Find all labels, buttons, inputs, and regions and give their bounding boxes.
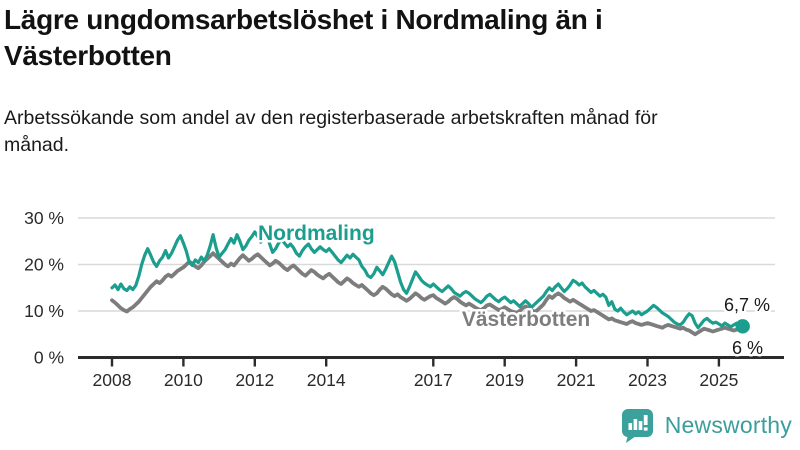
y-axis-tick-label: 10 % — [24, 301, 64, 321]
series-line-nordmaling — [110, 230, 745, 330]
series-end-dot-nordmaling — [735, 319, 750, 334]
series-label-nordmaling: Nordmaling — [258, 222, 375, 245]
chart-header: Lägre ungdomsarbetslöshet i Nordmaling ä… — [4, 2, 724, 159]
x-axis-tick-label: 2021 — [557, 370, 596, 390]
x-axis-tick-label: 2014 — [307, 370, 346, 390]
x-axis-tick-label: 2025 — [699, 370, 738, 390]
end-value-label: 6 % — [732, 338, 763, 358]
x-axis-tick-label: 2012 — [235, 370, 274, 390]
end-value-label: 6,7 % — [724, 295, 770, 315]
series-line-vasterbotten — [110, 251, 745, 337]
x-axis-tick-label: 2023 — [628, 370, 667, 390]
x-axis-tick-label: 2008 — [93, 370, 132, 390]
brand-name: Newsworthy — [664, 411, 792, 438]
x-axis-tick-label: 2019 — [485, 370, 524, 390]
line-chart: 0 % 10 % 20 % 30 % 2008 2010 2012 2014 2017 2019 2… — [24, 208, 784, 390]
y-axis-tick-label: 30 % — [24, 208, 64, 228]
brand-footer: Newsworthy — [617, 406, 792, 444]
y-axis-tick-label: 0 % — [34, 348, 64, 368]
chart-title: Lägre ungdomsarbetslöshet i Nordmaling ä… — [4, 4, 603, 72]
newsworthy-logo-icon — [621, 409, 653, 443]
x-axis-tick-label: 2017 — [414, 370, 453, 390]
chart-subtitle: Arbetssökande som andel av den registerb… — [4, 106, 658, 156]
x-axis-tick-label: 2010 — [164, 370, 203, 390]
series-label-vasterbotten: Västerbotten — [462, 308, 590, 331]
y-axis-tick-label: 20 % — [24, 255, 64, 275]
